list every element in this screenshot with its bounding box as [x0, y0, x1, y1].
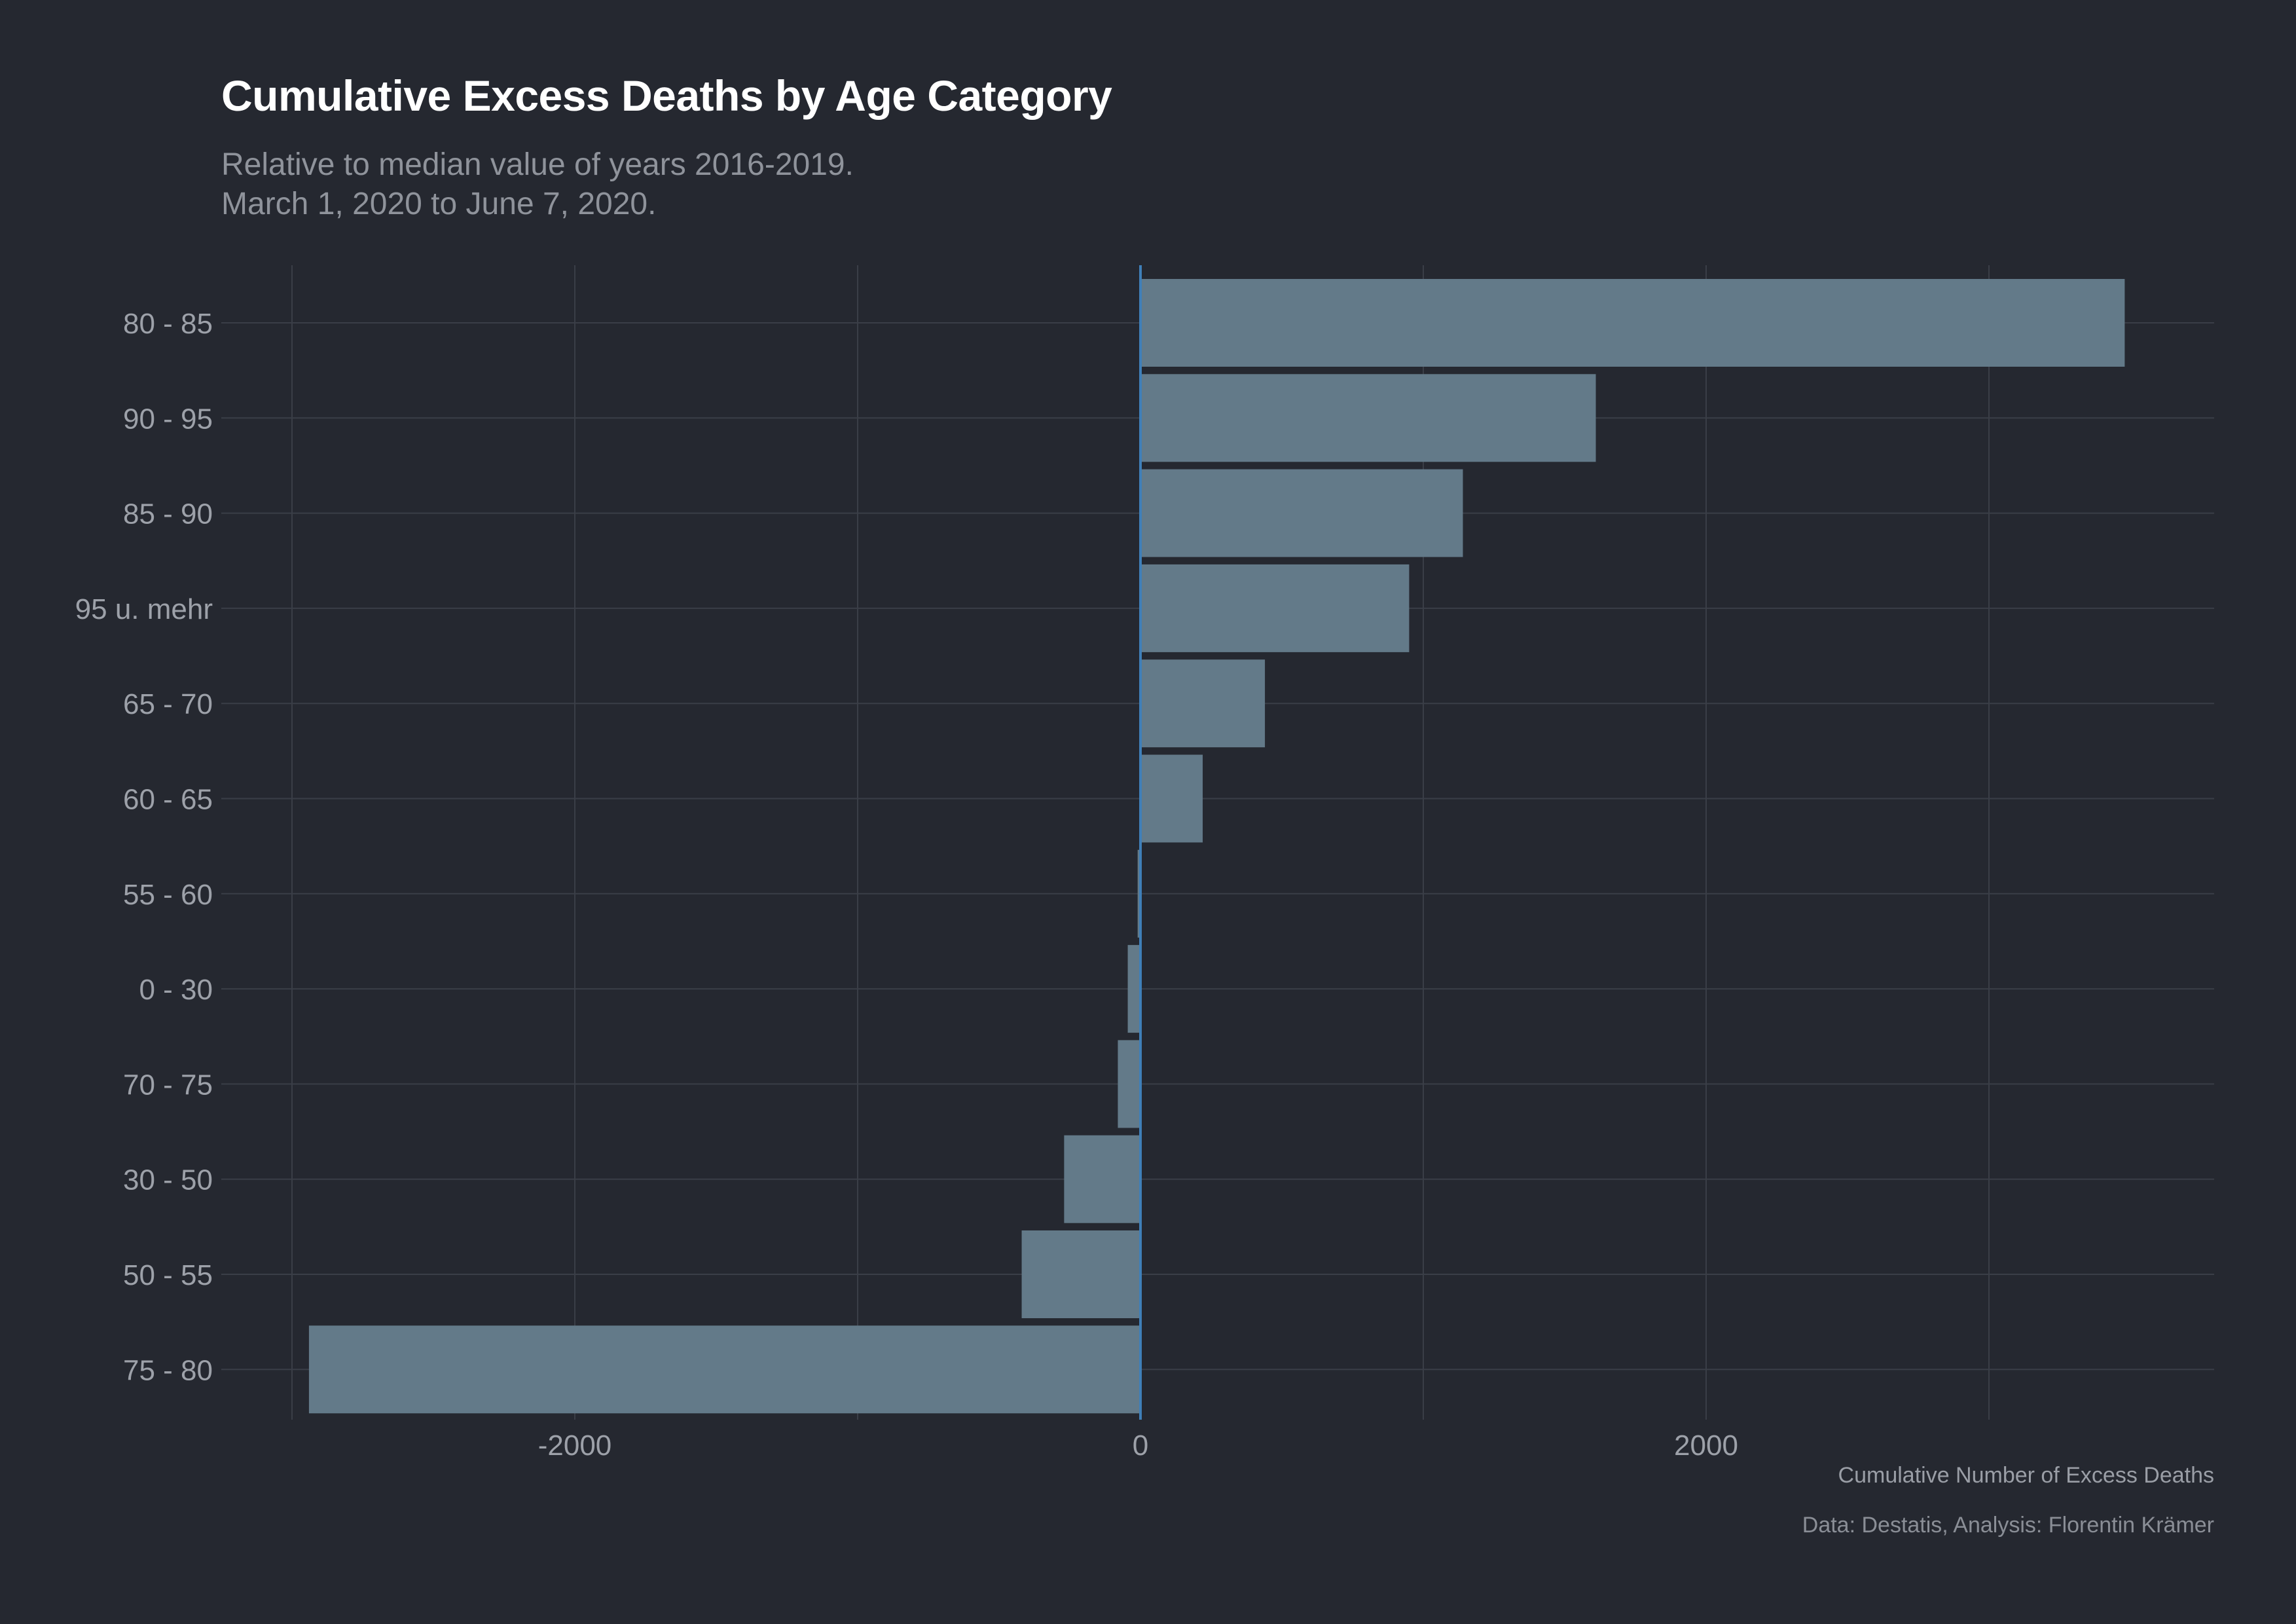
- y-tick-label: 95 u. mehr: [75, 593, 213, 625]
- bar-50-55: [1021, 1230, 1140, 1318]
- y-tick-label: 30 - 50: [123, 1164, 213, 1196]
- bar-30-50: [1064, 1135, 1140, 1223]
- y-tick-label: 65 - 70: [123, 688, 213, 720]
- y-tick-label: 85 - 90: [123, 498, 213, 530]
- y-tick-label: 0 - 30: [139, 974, 213, 1006]
- bar-55-60: [1137, 849, 1140, 938]
- bar-85-90: [1140, 469, 1463, 557]
- x-tick-label: -2000: [538, 1430, 612, 1462]
- bar-65-70: [1140, 659, 1266, 748]
- subtitle-line-2: March 1, 2020 to June 7, 2020.: [221, 187, 657, 221]
- bar-60-65: [1140, 754, 1203, 843]
- x-axis-label: Cumulative Number of Excess Deaths: [1838, 1463, 2214, 1488]
- y-tick-label: 80 - 85: [123, 308, 213, 340]
- bar-80-85: [1140, 279, 2125, 367]
- bar-70-75: [1118, 1040, 1140, 1128]
- y-tick-label: 50 - 55: [123, 1259, 213, 1291]
- bar-75-80: [308, 1325, 1140, 1414]
- y-tick-label: 60 - 65: [123, 784, 213, 816]
- chart-subtitle: Relative to median value of years 2016-2…: [221, 145, 854, 224]
- bar-95umehr: [1140, 564, 1410, 652]
- chart-title: Cumulative Excess Deaths by Age Category: [221, 71, 1112, 120]
- y-tick-label: 75 - 80: [123, 1354, 213, 1386]
- x-tick-label: 2000: [1674, 1430, 1738, 1462]
- y-tick-label: 90 - 95: [123, 403, 213, 435]
- data-source-caption: Data: Destatis, Analysis: Florentin Kräm…: [1802, 1513, 2214, 1538]
- subtitle-line-1: Relative to median value of years 2016-2…: [221, 147, 854, 182]
- y-tick-label: 70 - 75: [123, 1069, 213, 1101]
- x-tick-label: 0: [1133, 1430, 1148, 1462]
- bar-90-95: [1140, 374, 1596, 462]
- bar-0-30: [1127, 945, 1140, 1033]
- y-tick-label: 55 - 60: [123, 879, 213, 911]
